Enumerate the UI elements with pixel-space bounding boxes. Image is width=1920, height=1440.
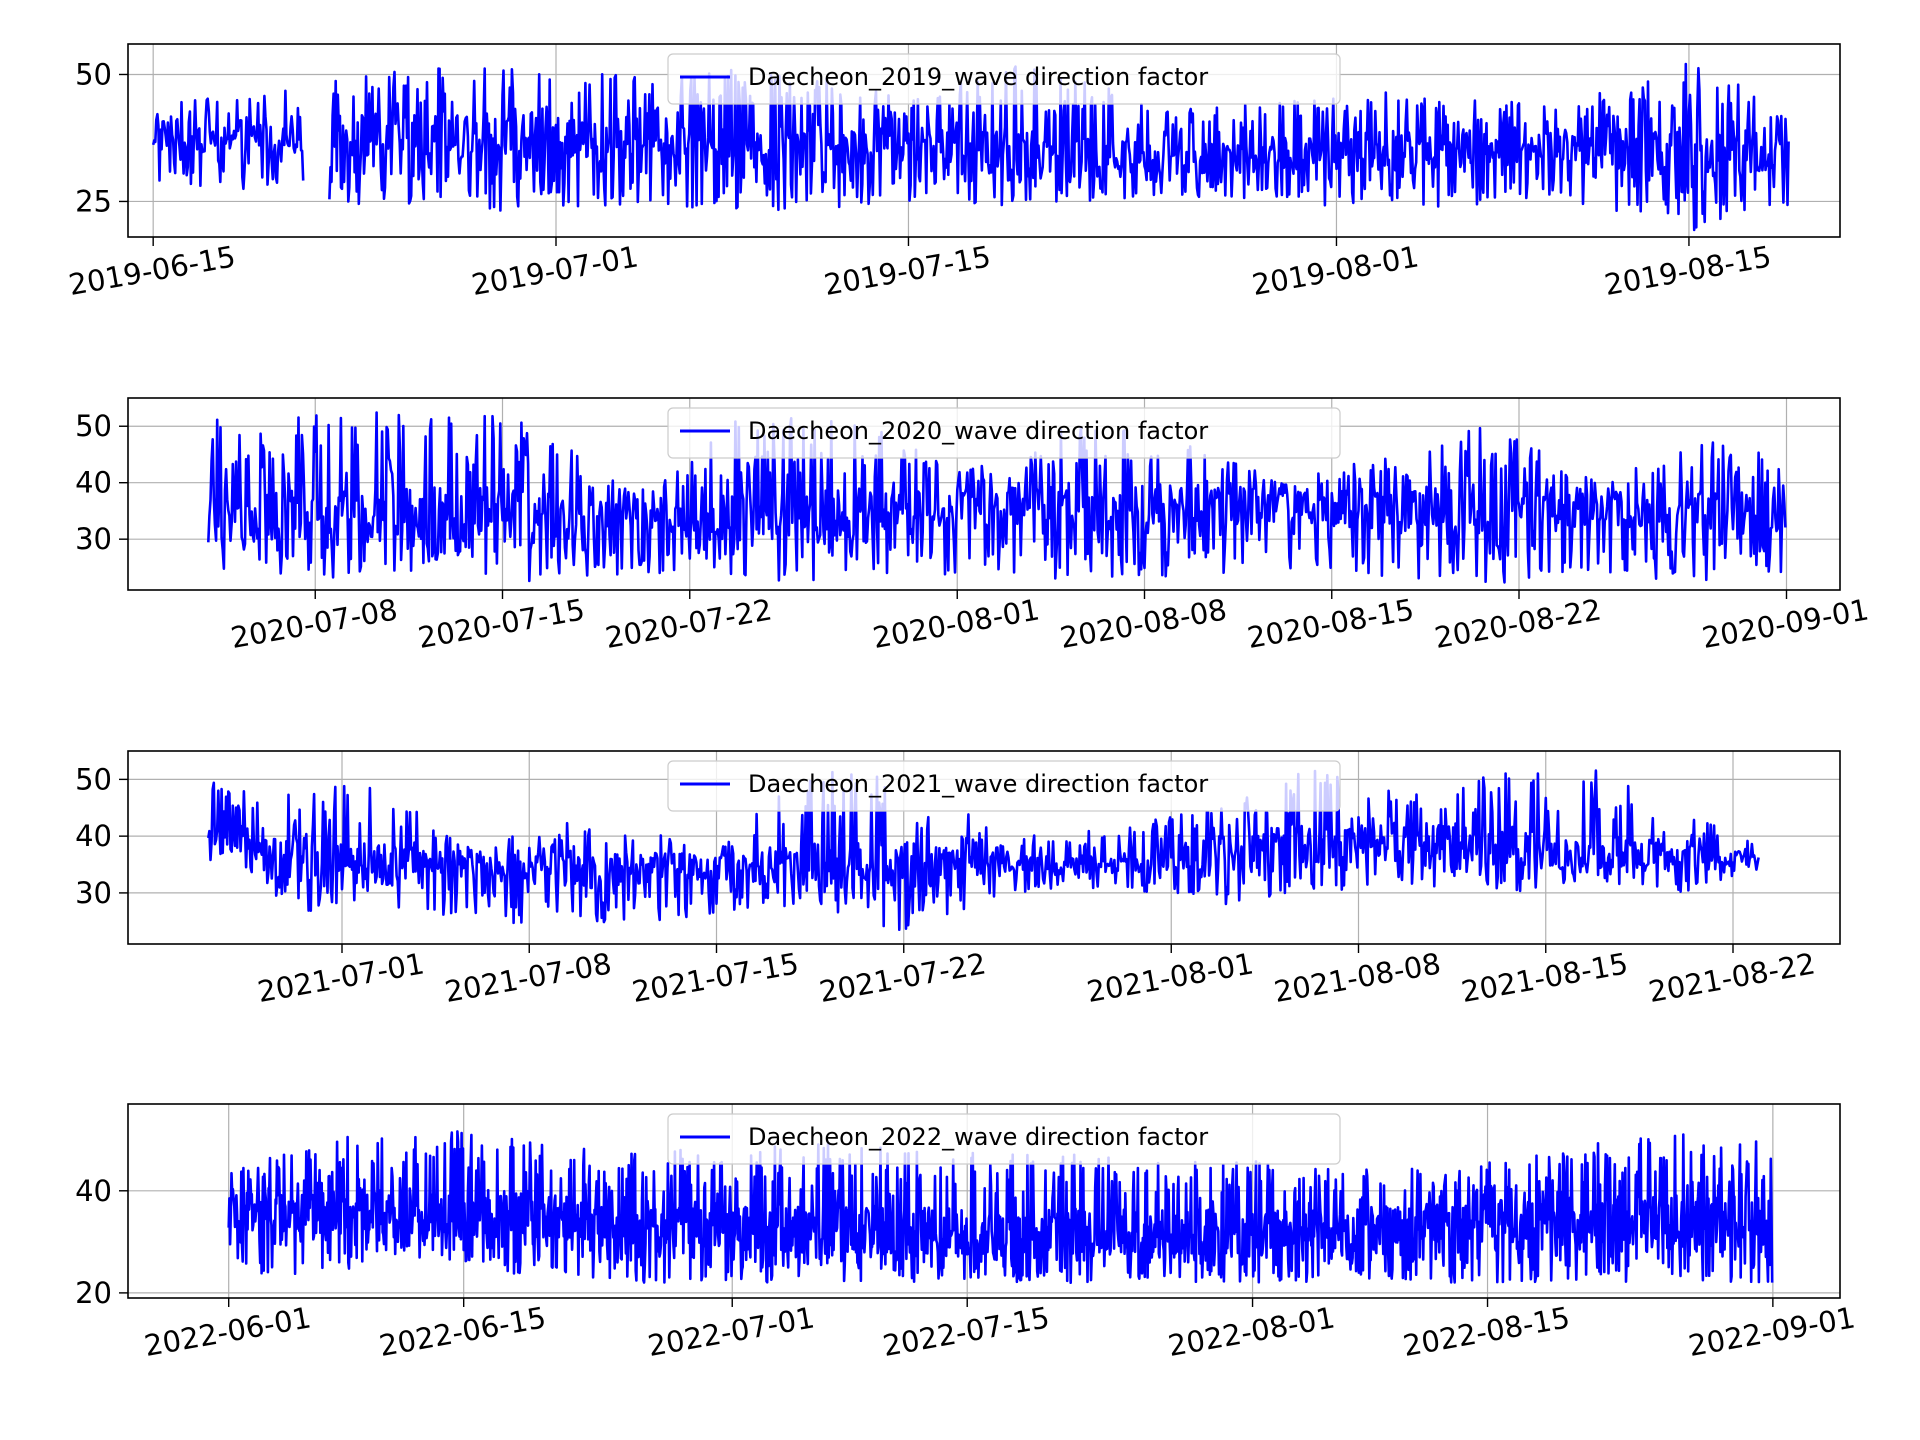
y-tick-label: 20 bbox=[75, 1276, 112, 1310]
y-tick-label: 40 bbox=[75, 1174, 112, 1208]
legend-label: Daecheon_2022_wave direction factor bbox=[748, 1123, 1208, 1151]
x-tick-label: 2022-07-01 bbox=[645, 1300, 817, 1363]
x-tick-label: 2022-08-01 bbox=[1165, 1300, 1337, 1363]
legend-box bbox=[667, 1113, 1341, 1165]
x-tick-label: 2021-07-15 bbox=[629, 946, 801, 1009]
subplot-2: 2020-07-08 2020-07-15 2020-07-22 2020-08-01… bbox=[75, 397, 1871, 655]
axes-frame bbox=[127, 750, 1841, 945]
x-tick-label: 2021-07-22 bbox=[817, 946, 989, 1009]
legend-box bbox=[667, 407, 1341, 459]
y-tick-label: 30 bbox=[75, 522, 112, 556]
x-tick-label: 2019-08-15 bbox=[1602, 239, 1774, 302]
x-tick-label: 2020-08-08 bbox=[1057, 592, 1229, 655]
x-tick-label: 2020-07-15 bbox=[415, 592, 587, 655]
y-tick-label: 50 bbox=[75, 762, 112, 796]
x-tick-label: 2020-08-22 bbox=[1432, 592, 1604, 655]
legend: Daecheon_2020_wave direction factor bbox=[667, 407, 1341, 459]
x-tick-label: 2019-06-15 bbox=[66, 239, 238, 302]
x-tick-label: 2019-08-01 bbox=[1249, 239, 1421, 302]
axes-frame bbox=[127, 43, 1841, 238]
series-line bbox=[227, 1130, 1774, 1284]
x-tick-label: 2022-07-15 bbox=[880, 1300, 1052, 1363]
axes-frame bbox=[127, 397, 1841, 591]
subplot-4: 2022-06-01 2022-06-15 2022-07-01 2022-07-15… bbox=[75, 1103, 1858, 1363]
x-tick-label: 2022-09-01 bbox=[1686, 1300, 1858, 1363]
x-tick-label: 2020-09-01 bbox=[1699, 592, 1871, 655]
x-tick-label: 2019-07-15 bbox=[821, 239, 993, 302]
x-tick-label: 2022-06-15 bbox=[377, 1300, 549, 1363]
legend-box bbox=[667, 53, 1341, 105]
legend-label: Daecheon_2021_wave direction factor bbox=[748, 770, 1208, 798]
x-tick-label: 2021-08-15 bbox=[1459, 946, 1631, 1009]
x-tick-label: 2021-08-22 bbox=[1646, 946, 1818, 1009]
axes-frame bbox=[127, 1103, 1841, 1299]
legend-label: Daecheon_2019_wave direction factor bbox=[748, 63, 1208, 91]
x-tick-label: 2022-06-01 bbox=[142, 1300, 314, 1363]
x-tick-label: 2021-07-08 bbox=[442, 946, 614, 1009]
x-tick-label: 2020-07-22 bbox=[603, 592, 775, 655]
y-tick-label: 40 bbox=[75, 819, 112, 853]
series-line bbox=[207, 769, 1760, 931]
x-tick-label: 2021-08-01 bbox=[1084, 946, 1256, 1009]
x-tick-label: 2021-08-08 bbox=[1271, 946, 1443, 1009]
subplot-1: 2019-06-15 2019-07-01 2019-07-15 2019-08-01… bbox=[66, 43, 1841, 302]
legend: Daecheon_2019_wave direction factor bbox=[667, 53, 1341, 105]
x-tick-label: 2019-07-01 bbox=[469, 239, 641, 302]
x-tick-label: 2020-07-08 bbox=[228, 592, 400, 655]
series-line bbox=[207, 411, 1787, 584]
y-tick-label: 25 bbox=[75, 184, 112, 218]
legend-box bbox=[667, 760, 1341, 812]
series-line bbox=[151, 62, 1790, 232]
y-tick-label: 40 bbox=[75, 466, 112, 500]
x-tick-label: 2020-08-15 bbox=[1245, 592, 1417, 655]
y-tick-label: 50 bbox=[75, 409, 112, 443]
y-tick-label: 30 bbox=[75, 876, 112, 910]
legend: Daecheon_2021_wave direction factor bbox=[667, 760, 1341, 812]
x-tick-label: 2020-08-01 bbox=[870, 592, 1042, 655]
legend-label: Daecheon_2020_wave direction factor bbox=[748, 417, 1208, 445]
x-tick-label: 2022-08-15 bbox=[1400, 1300, 1572, 1363]
subplot-3: 2021-07-01 2021-07-08 2021-07-15 2021-07-22… bbox=[75, 750, 1841, 1009]
x-tick-label: 2021-07-01 bbox=[255, 946, 427, 1009]
legend: Daecheon_2022_wave direction factor bbox=[667, 1113, 1341, 1165]
y-tick-label: 50 bbox=[75, 57, 112, 91]
